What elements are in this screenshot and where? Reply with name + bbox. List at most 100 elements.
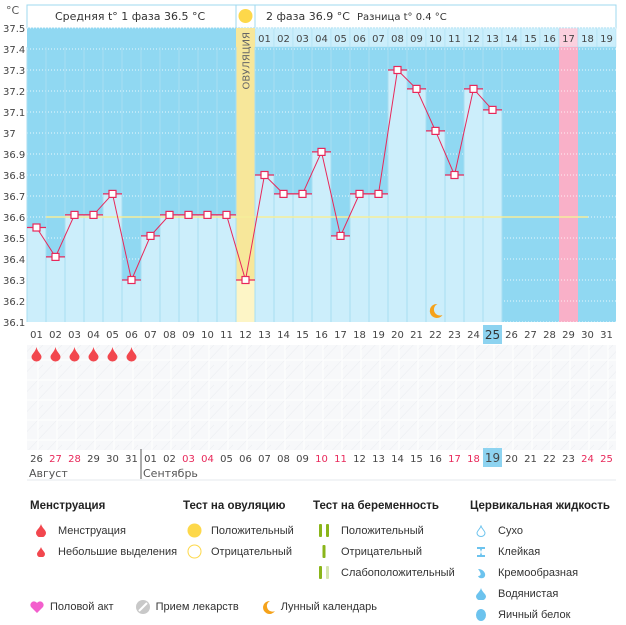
- x-tick-label: 20: [391, 330, 404, 341]
- temperature-bar: [65, 214, 84, 322]
- symptom-cell: [597, 429, 616, 450]
- temperature-point: [32, 223, 41, 232]
- symptom-cell: [540, 408, 559, 429]
- symptom-cell: [122, 366, 141, 387]
- symptom-cell: [312, 345, 331, 366]
- faint-line-icon: [313, 566, 335, 579]
- symptom-cell: [578, 429, 597, 450]
- one-line-icon: [313, 545, 335, 558]
- creamy-icon: [470, 567, 492, 579]
- symptom-cell: [312, 387, 331, 408]
- symptom-cell: [502, 345, 521, 366]
- y-tick-label: 36.3: [3, 276, 25, 287]
- symptom-cell: [198, 366, 217, 387]
- legend-item: Половой акт: [30, 600, 114, 614]
- watery-drop-icon: [470, 587, 492, 600]
- legend-title: Менструация: [30, 500, 106, 512]
- symptom-cell: [65, 408, 84, 429]
- temperature-bar: [217, 214, 236, 322]
- symptom-cell: [578, 345, 597, 366]
- positive-circle-icon: [183, 523, 205, 538]
- symptom-cell: [217, 429, 236, 450]
- y-tick-label: 37: [3, 129, 16, 140]
- symptom-cell: [369, 345, 388, 366]
- today-calendar-highlight: [483, 448, 502, 467]
- symptom-cell: [217, 366, 236, 387]
- symptom-cell: [236, 366, 255, 387]
- phase2-day-label: 06: [353, 34, 366, 45]
- calendar-date: 30: [106, 454, 119, 465]
- symptom-cell: [464, 366, 483, 387]
- symptom-cell: [483, 429, 502, 450]
- calendar-date: 15: [410, 454, 423, 465]
- symptom-cell: [426, 387, 445, 408]
- symptom-cell: [312, 366, 331, 387]
- calendar-date: 14: [391, 454, 404, 465]
- phase2-day-label: 19: [600, 34, 613, 45]
- small-blood-drop-icon: [30, 546, 52, 557]
- ovulation-positive-icon: [238, 9, 253, 23]
- x-tick-label: 17: [334, 330, 347, 341]
- legend-menstruation: Менструация Менструация Небольшие выделе…: [30, 500, 177, 562]
- x-tick-label: 14: [277, 330, 290, 341]
- calendar-date: 23: [562, 454, 575, 465]
- x-tick-label: 26: [505, 330, 518, 341]
- x-tick-label: 06: [125, 330, 138, 341]
- temperature-bar: [160, 214, 179, 322]
- calendar-date: 06: [239, 454, 252, 465]
- symptom-cell: [46, 387, 65, 408]
- temperature-point: [469, 84, 478, 94]
- y-tick-label: 37.2: [3, 87, 25, 98]
- x-tick-label: 03: [68, 330, 81, 341]
- temperature-bar: [179, 214, 198, 322]
- symptom-cell: [255, 429, 274, 450]
- symptom-cell: [521, 366, 540, 387]
- symptom-cell: [160, 366, 179, 387]
- legend-item: Яичный белок: [470, 604, 610, 625]
- temperature-point: [355, 189, 364, 198]
- symptom-cell: [502, 408, 521, 429]
- temperature-point: [279, 189, 288, 198]
- calendar-date: 04: [201, 454, 214, 465]
- x-tick-label: 08: [163, 330, 176, 341]
- temperature-point: [241, 275, 250, 285]
- symptom-cell: [521, 387, 540, 408]
- negative-circle-icon: [183, 544, 205, 559]
- symptom-cell: [103, 429, 122, 450]
- calendar-date: 17: [448, 454, 461, 465]
- legend-pregnancy-test: Тест на беременность Положительный Отриц…: [313, 500, 455, 583]
- legend-item: Положительный: [313, 520, 455, 541]
- symptom-cell: [46, 408, 65, 429]
- symptom-cell: [84, 387, 103, 408]
- dry-drop-icon: [470, 524, 492, 537]
- symptom-cell: [597, 345, 616, 366]
- symptom-cell: [540, 387, 559, 408]
- symptom-cell: [236, 345, 255, 366]
- symptom-cell: [198, 429, 217, 450]
- legend-item: Небольшие выделения: [30, 541, 177, 562]
- x-tick-label: 18: [353, 330, 366, 341]
- calendar-date: 08: [277, 454, 290, 465]
- temperature-point: [108, 189, 117, 198]
- temperature-bar: [312, 151, 331, 322]
- symptom-cell: [483, 366, 502, 387]
- symptom-cell: [559, 408, 578, 429]
- x-tick-label-today: 25: [485, 328, 500, 342]
- symptom-cell: [274, 366, 293, 387]
- symptom-cell: [179, 429, 198, 450]
- symptom-cell: [293, 345, 312, 366]
- x-tick-label: 15: [296, 330, 309, 341]
- x-tick-label: 22: [429, 330, 442, 341]
- legend-ovulation-test: Тест на овуляцию Положительный Отрицател…: [183, 500, 294, 562]
- symptom-cell: [407, 345, 426, 366]
- symptom-cell: [312, 429, 331, 450]
- symptom-cell: [445, 387, 464, 408]
- temperature-point: [89, 210, 98, 219]
- temperature-point: [51, 252, 60, 261]
- symptom-cell: [122, 387, 141, 408]
- symptom-cell: [578, 366, 597, 387]
- symptom-cell: [84, 429, 103, 450]
- phase2-day-label: 02: [277, 34, 290, 45]
- symptom-cell: [540, 366, 559, 387]
- x-tick-label: 27: [524, 330, 537, 341]
